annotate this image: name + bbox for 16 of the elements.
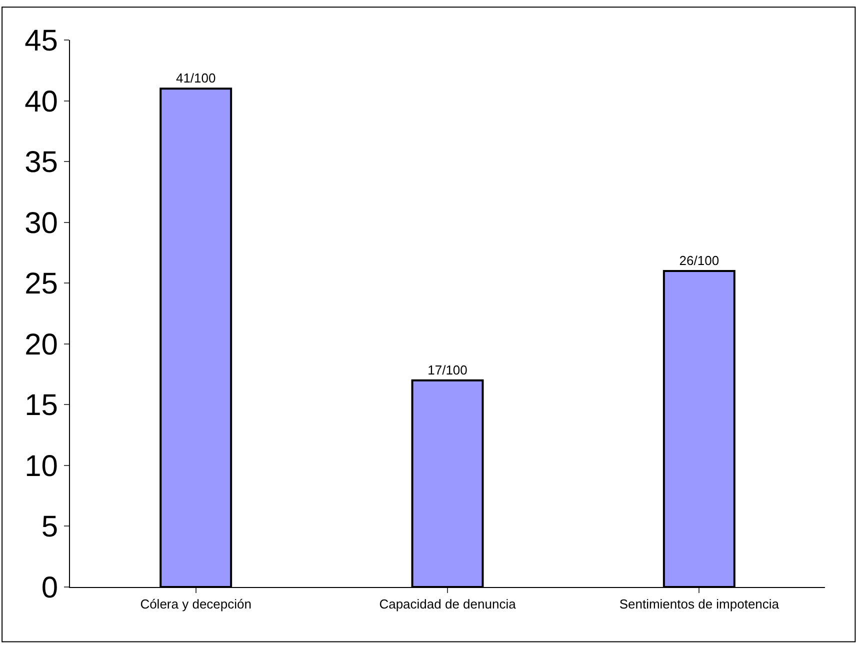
y-tick-label: 45: [24, 24, 58, 58]
y-tick-label: 0: [41, 572, 58, 604]
y-tick-label: 15: [24, 389, 58, 422]
y-tick-label: 10: [24, 450, 58, 483]
x-tick-label: Capacidad de denuncia: [379, 596, 517, 612]
y-tick-label: 30: [24, 206, 58, 240]
y-tick-label: 25: [24, 268, 58, 301]
y-tick-label: 20: [24, 328, 58, 362]
data-label: 26/100: [679, 252, 720, 268]
y-tick-label: 5: [41, 510, 58, 544]
data-label: 17/100: [428, 362, 468, 378]
x-tick-label: Sentimientos de impotencia: [619, 596, 780, 612]
y-tick-label: 35: [24, 146, 58, 180]
y-tick-label: 40: [24, 85, 58, 118]
data-label: 41/100: [176, 70, 216, 86]
x-tick-label: Cólera y decepción: [140, 596, 252, 612]
